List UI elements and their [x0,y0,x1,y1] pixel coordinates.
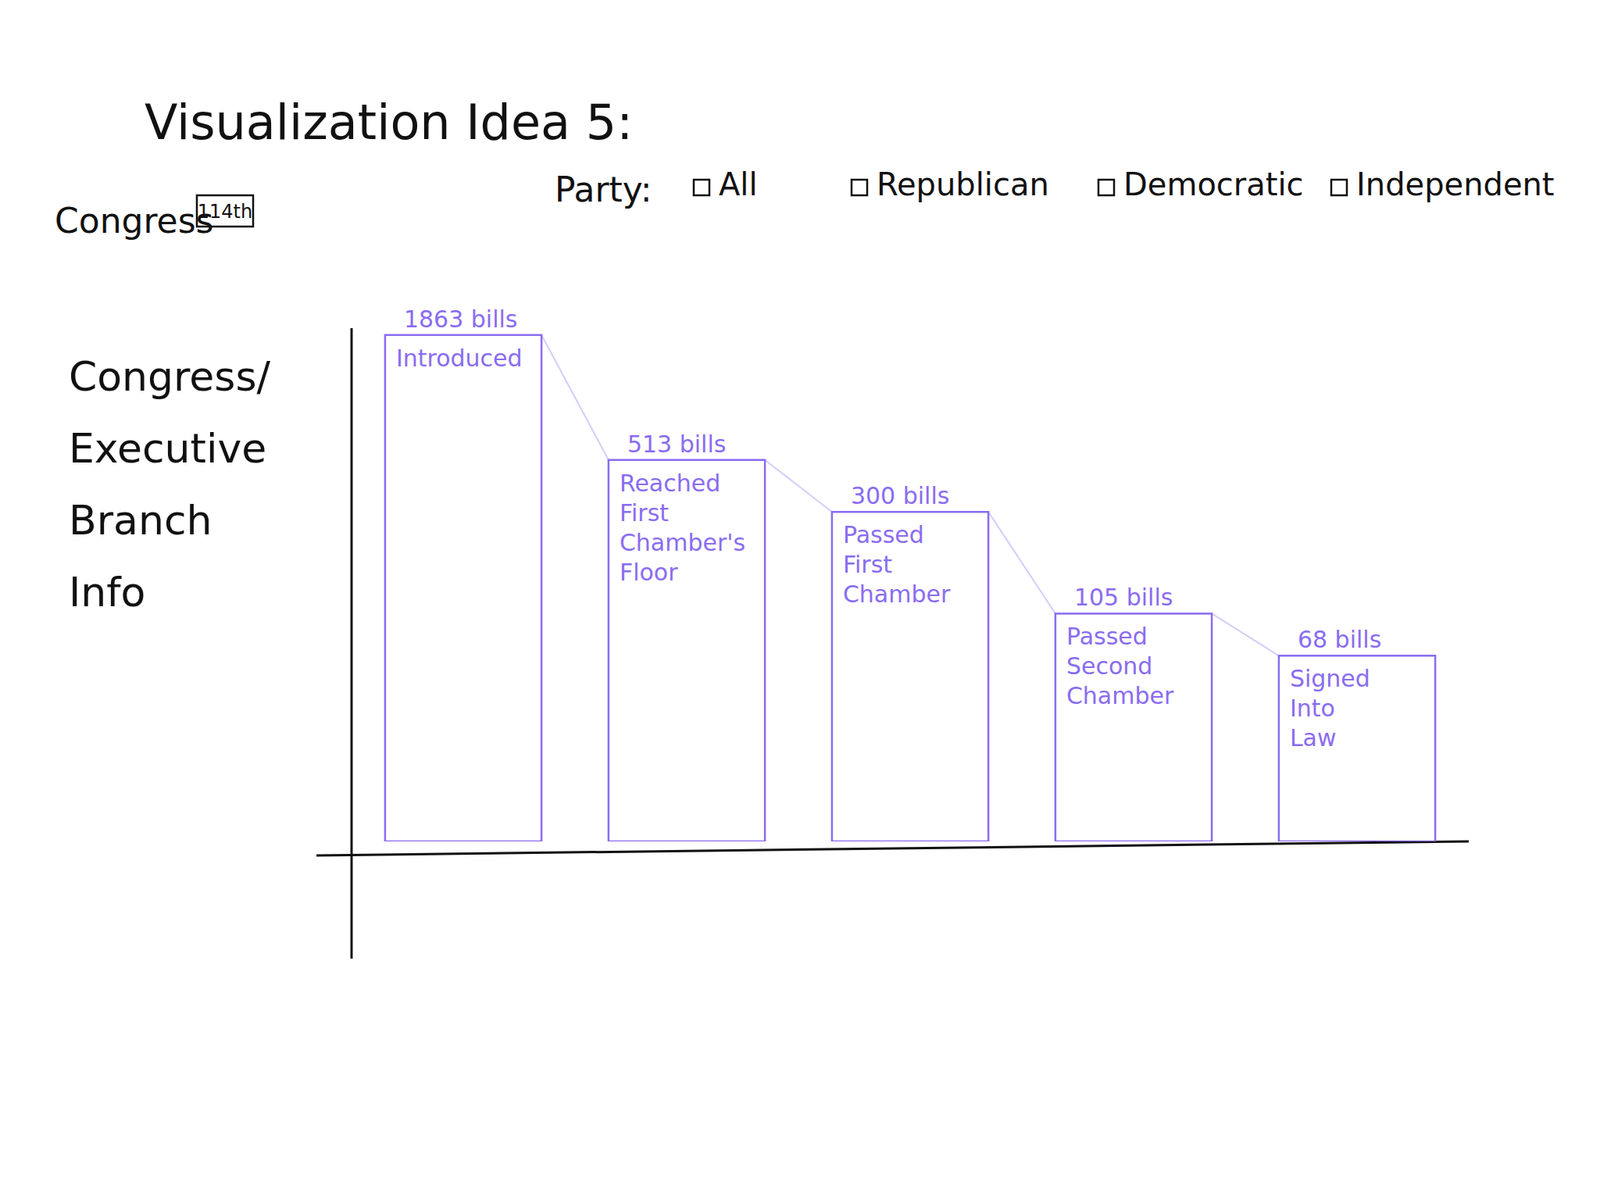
title: Visualization Idea 5: [144,93,633,151]
bar [608,460,765,842]
side-panel-line: Executive [68,425,267,472]
party-label: Party: [554,169,653,210]
bar [1278,655,1436,842]
connector [988,511,1056,614]
bar [832,511,989,842]
connector [764,460,833,513]
category-label-line: Reached [619,469,721,497]
party-option[interactable]: Republican [851,166,1050,203]
connector [1211,613,1279,656]
category-label-line: Introduced [396,344,523,372]
bar [385,335,542,842]
connector [541,335,609,461]
congress-box[interactable] [196,195,254,227]
congress-label: Congress [54,200,215,241]
plot-area [385,335,1436,842]
category-label-line: First [619,499,669,527]
canvas: Visualization Idea 5: Congress114th Party:… [0,0,1600,1200]
checkbox[interactable] [1331,179,1347,196]
party-option-label[interactable]: Republican [876,166,1050,203]
category-label-line: Law [1289,724,1337,752]
side-panel-line: Branch [68,496,212,544]
category-label: ReachedFirstChamber'sFloor [619,469,746,586]
congress-value[interactable]: 114th [197,200,253,223]
checkbox[interactable] [1098,179,1115,196]
checkbox[interactable] [851,179,868,196]
party-option-label[interactable]: Independent [1356,166,1555,203]
data-label: 68 bills [1297,625,1382,654]
side-panel-line: Info [68,568,146,616]
party-option[interactable]: Independent [1331,166,1555,203]
page: {"heading": {"title": "Visualization Ide… [0,0,1600,1200]
category-label-line: Signed [1289,664,1371,693]
party-option[interactable]: Democratic [1098,166,1304,203]
party-option-label[interactable]: Democratic [1123,166,1304,203]
data-label: 1863 bills [403,305,518,333]
category-label-line: Floor [619,558,679,586]
checkbox[interactable] [693,179,710,196]
party-option-label[interactable]: All [718,166,758,203]
congress-select[interactable]: 114th [196,195,254,227]
bar [1055,613,1212,842]
category-label: PassedFirstChamber [842,521,951,608]
category-label: PassedSecondChamber [1066,622,1175,710]
category-label-line: Passed [1066,622,1148,650]
y-axis [350,328,354,959]
category-label-line: Chamber's [619,528,746,557]
party-option[interactable]: All [693,166,758,203]
side-panel: Congress/Executive Branch Info [68,353,272,616]
x-axis [316,841,1469,856]
side-panel-line: Congress/ [68,353,272,400]
data-label: 105 bills [1074,583,1173,611]
category-label-line: Chamber [1066,682,1175,710]
category-label-line: Chamber [842,580,951,608]
category-label-line: Passed [842,521,925,549]
category-label-line: Into [1289,694,1336,722]
category-label: Introduced [396,344,523,372]
data-label: 513 bills [627,430,726,458]
data-label: 300 bills [850,482,950,510]
category-label-line: Second [1066,652,1153,680]
labels: 1863 billsIntroduced513 billsReachedFirs… [396,305,1382,752]
category-label-line: First [842,550,893,579]
category-label: SignedIntoLaw [1289,664,1371,752]
